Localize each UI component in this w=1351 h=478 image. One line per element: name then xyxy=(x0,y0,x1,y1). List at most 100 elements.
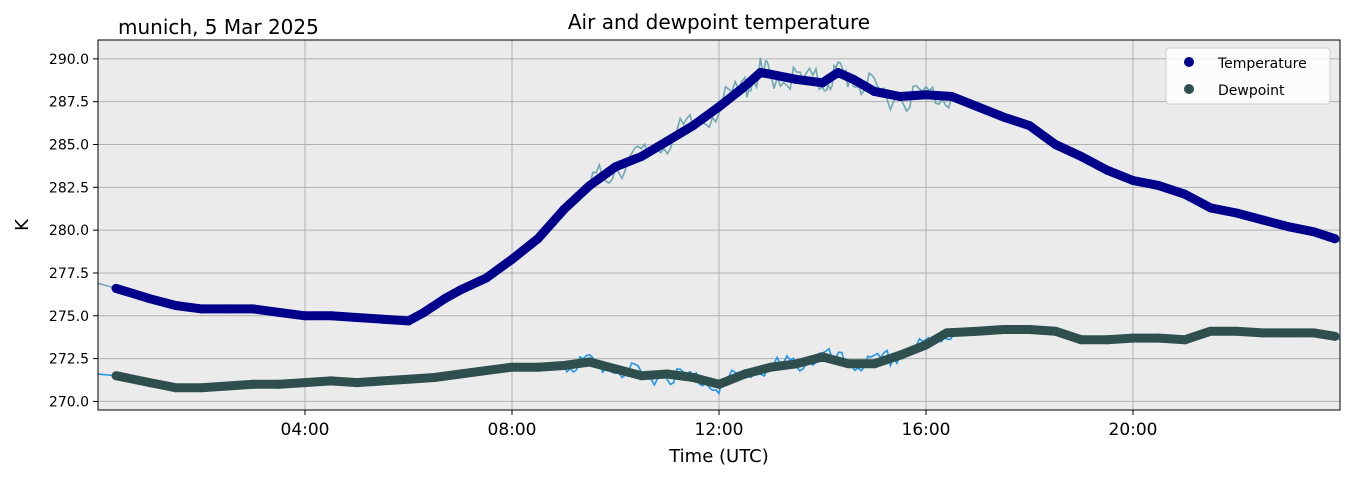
data-point-temperature xyxy=(533,234,543,244)
data-point-temperature xyxy=(636,151,646,161)
chart-title: Air and dewpoint temperature xyxy=(568,10,870,34)
data-point-dewpoint xyxy=(1309,328,1319,338)
data-point-temperature xyxy=(1283,222,1293,232)
data-point-dewpoint xyxy=(559,360,569,370)
data-point-temperature xyxy=(481,273,491,283)
data-point-temperature xyxy=(274,307,284,317)
data-point-dewpoint xyxy=(404,374,413,384)
y-tick-label: 277.5 xyxy=(49,266,89,282)
data-point-temperature xyxy=(1128,175,1138,185)
data-point-temperature xyxy=(404,316,413,326)
y-tick-label: 287.5 xyxy=(49,95,89,111)
data-point-dewpoint xyxy=(895,350,905,360)
data-point-temperature xyxy=(895,92,905,102)
data-point-dewpoint xyxy=(843,359,853,369)
data-point-temperature xyxy=(1232,208,1241,218)
data-point-temperature xyxy=(1180,189,1190,199)
data-point-dewpoint xyxy=(145,378,155,388)
data-point-temperature xyxy=(1309,227,1319,237)
legend-box xyxy=(1165,47,1331,105)
data-point-dewpoint xyxy=(1283,328,1293,338)
data-point-temperature xyxy=(973,102,983,112)
data-point-dewpoint xyxy=(942,328,952,338)
x-tick-label: 20:00 xyxy=(1109,420,1158,440)
data-point-temperature xyxy=(662,136,672,146)
data-point-dewpoint xyxy=(1102,335,1112,345)
data-point-dewpoint xyxy=(1025,324,1034,334)
data-point-temperature xyxy=(688,121,698,131)
y-tick-label: 275.0 xyxy=(49,309,89,325)
data-point-dewpoint xyxy=(662,369,672,379)
data-point-temperature xyxy=(1330,234,1340,244)
data-point-temperature xyxy=(611,162,620,172)
data-point-dewpoint xyxy=(352,378,362,388)
data-point-dewpoint xyxy=(611,364,620,374)
data-point-temperature xyxy=(248,304,258,314)
data-point-temperature xyxy=(1154,181,1164,191)
data-point-dewpoint xyxy=(507,362,517,372)
data-point-temperature xyxy=(1076,151,1086,161)
data-point-temperature xyxy=(507,254,517,264)
data-point-temperature xyxy=(818,78,827,88)
data-point-temperature xyxy=(869,86,879,96)
y-axis-label: K xyxy=(12,218,33,231)
data-point-temperature xyxy=(714,102,724,112)
data-point-temperature xyxy=(197,304,206,314)
data-point-dewpoint xyxy=(533,362,543,372)
data-point-temperature xyxy=(1206,203,1216,213)
data-point-temperature xyxy=(585,181,595,191)
x-tick-label: 16:00 xyxy=(902,420,951,440)
data-point-dewpoint xyxy=(973,326,983,336)
data-point-dewpoint xyxy=(1330,331,1340,341)
data-point-dewpoint xyxy=(1076,335,1086,345)
data-point-temperature xyxy=(1025,121,1034,131)
data-point-dewpoint xyxy=(740,369,750,379)
axis-ticks: 04:00 08:00 12:00 16:00 20:00 270.0 272.5 275.0… xyxy=(49,52,1158,440)
data-point-temperature xyxy=(766,69,776,79)
data-point-dewpoint xyxy=(300,378,310,388)
y-tick-label: 272.5 xyxy=(49,352,89,368)
y-tick-label: 285.0 xyxy=(49,137,89,153)
data-point-dewpoint xyxy=(818,352,827,362)
x-tick-label: 04:00 xyxy=(281,420,330,440)
data-point-temperature xyxy=(455,285,465,295)
data-point-temperature xyxy=(833,68,843,78)
data-point-dewpoint xyxy=(429,372,439,382)
legend-label-temperature: Temperature xyxy=(1217,56,1307,72)
data-point-dewpoint xyxy=(378,376,388,386)
data-point-temperature xyxy=(171,301,181,311)
data-point-dewpoint xyxy=(197,383,206,393)
data-point-temperature xyxy=(222,304,232,314)
data-point-temperature xyxy=(792,74,802,84)
data-point-dewpoint xyxy=(248,379,258,389)
legend: Temperature Dewpoint xyxy=(1165,47,1331,105)
data-point-temperature xyxy=(1257,215,1267,225)
data-point-dewpoint xyxy=(326,376,336,386)
data-point-dewpoint xyxy=(1257,328,1267,338)
data-point-temperature xyxy=(1050,139,1060,149)
data-point-dewpoint xyxy=(455,369,465,379)
data-point-temperature xyxy=(740,81,750,91)
data-point-temperature xyxy=(440,294,450,304)
y-tick-label: 290.0 xyxy=(49,52,89,68)
data-point-temperature xyxy=(755,68,765,78)
data-point-dewpoint xyxy=(1180,335,1190,345)
data-point-dewpoint xyxy=(481,366,491,376)
data-point-dewpoint xyxy=(921,340,931,350)
data-point-temperature xyxy=(145,294,155,304)
data-point-dewpoint xyxy=(792,359,802,369)
y-tick-label: 270.0 xyxy=(49,394,89,410)
data-point-temperature xyxy=(559,205,569,215)
data-point-dewpoint xyxy=(636,371,646,381)
data-point-dewpoint xyxy=(1050,326,1060,336)
data-point-dewpoint xyxy=(1232,326,1241,336)
data-point-temperature xyxy=(947,92,957,102)
data-point-temperature xyxy=(921,90,931,100)
legend-label-dewpoint: Dewpoint xyxy=(1218,83,1285,99)
data-point-dewpoint xyxy=(714,379,724,389)
location-date-label: munich, 5 Mar 2025 xyxy=(118,15,319,39)
data-point-temperature xyxy=(849,74,859,84)
data-point-dewpoint xyxy=(222,381,232,391)
x-tick-label: 08:00 xyxy=(488,420,537,440)
data-point-dewpoint xyxy=(1128,333,1138,343)
